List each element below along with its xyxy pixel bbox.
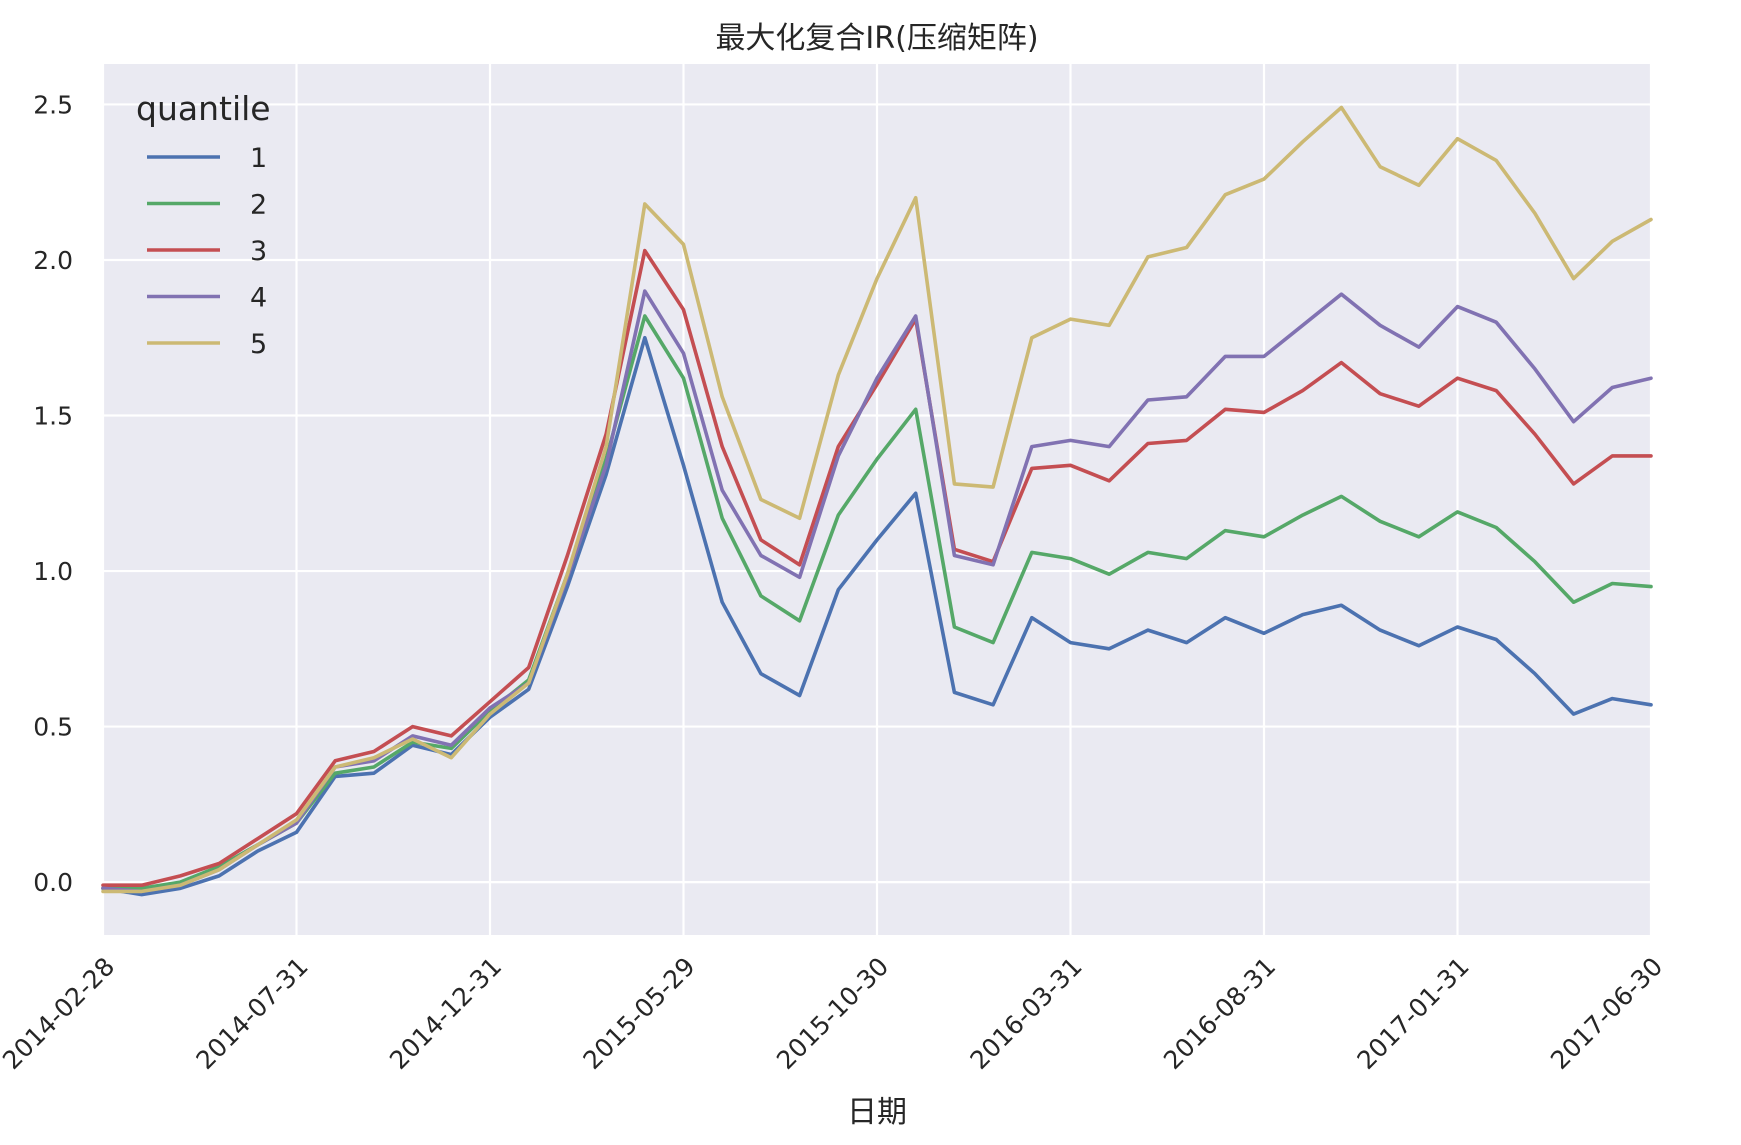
grid-lines: [101, 64, 1653, 935]
legend-label-5: 5: [250, 329, 267, 360]
series-line-1: [101, 335, 1653, 897]
series-line-3: [101, 248, 1653, 888]
y-tick-label: 0.5: [33, 713, 73, 742]
legend: quantile 1 2 3 4 5: [136, 89, 271, 360]
series-line-2: [101, 314, 1653, 891]
y-tick-label: 1.0: [33, 557, 73, 586]
series-lines: [101, 105, 1653, 897]
y-tick-labels: 0.0 0.5 1.0 1.5 2.0 2.5: [33, 90, 73, 897]
series-line-5: [101, 105, 1653, 894]
y-tick-label: 2.5: [33, 90, 73, 119]
legend-label-3: 3: [250, 236, 267, 267]
series-line-4: [101, 289, 1653, 894]
y-tick-label: 0.0: [33, 868, 73, 897]
chart-title: 最大化复合IR(压缩矩阵): [715, 21, 1038, 56]
legend-label-1: 1: [250, 143, 267, 174]
y-tick-label: 2.0: [33, 246, 73, 275]
legend-title: quantile: [136, 89, 271, 128]
legend-label-2: 2: [250, 190, 267, 221]
legend-label-4: 4: [250, 283, 267, 314]
y-tick-label: 1.5: [33, 402, 73, 431]
x-axis-label: 日期: [847, 1095, 907, 1130]
